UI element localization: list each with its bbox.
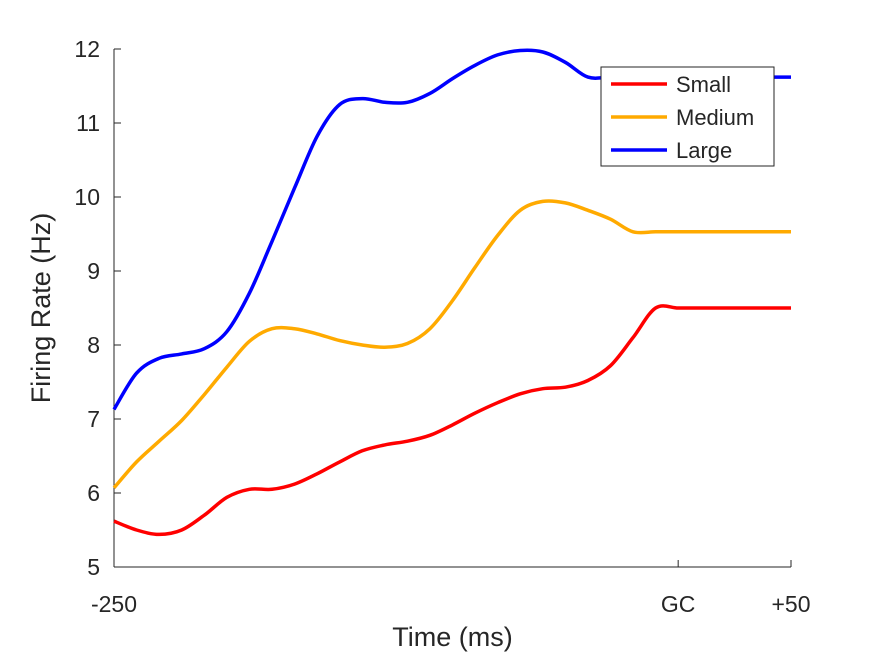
- y-tick-label: 10: [74, 184, 100, 210]
- legend-label-large: Large: [676, 138, 732, 163]
- legend: Small Medium Large: [600, 66, 775, 167]
- series-line-medium: [112, 199, 791, 489]
- x-tick-label: -250: [91, 591, 137, 617]
- series-line-small: [113, 304, 791, 537]
- legend-label-small: Small: [676, 72, 731, 97]
- x-axis-title: Time (ms): [392, 622, 512, 652]
- y-axis-ticks: 5 6 7 8 9 10 11 12: [74, 36, 121, 580]
- y-axis-title: Firing Rate (Hz): [26, 213, 56, 404]
- legend-label-medium: Medium: [676, 105, 754, 130]
- x-tick-label: +50: [771, 591, 810, 617]
- y-tick-label: 5: [87, 554, 100, 580]
- y-tick-label: 11: [76, 110, 100, 136]
- y-tick-label: 8: [87, 332, 100, 358]
- x-tick-label: GC: [661, 591, 696, 617]
- y-tick-label: 7: [87, 406, 100, 432]
- y-tick-label: 9: [87, 258, 100, 284]
- x-axis-ticks: -250 GC +50: [91, 560, 811, 617]
- y-tick-label: 12: [74, 36, 100, 62]
- y-tick-label: 6: [87, 480, 100, 506]
